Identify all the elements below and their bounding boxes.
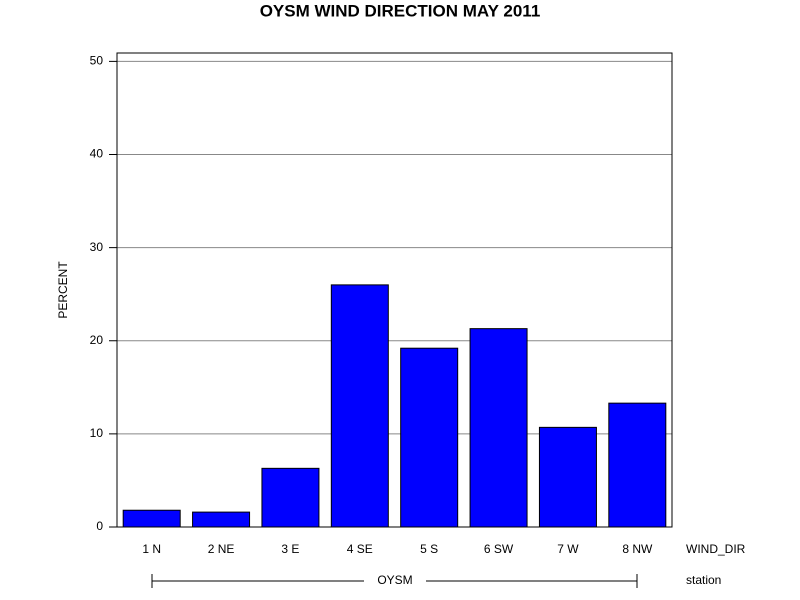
- x-axis-label: WIND_DIR: [686, 542, 746, 556]
- y-tick-label: 30: [90, 240, 104, 254]
- bar: [261, 467, 320, 528]
- y-axis-label: PERCENT: [56, 261, 70, 319]
- bar: [538, 426, 597, 528]
- x-tick-label: 1 N: [142, 542, 161, 556]
- chart-title: OYSM WIND DIRECTION MAY 2011: [260, 1, 541, 20]
- x-tick-label: 3 E: [281, 542, 299, 556]
- x-tick-label: 2 NE: [208, 542, 235, 556]
- bar: [469, 328, 528, 528]
- bar: [192, 511, 251, 528]
- y-tick-label: 0: [96, 519, 103, 533]
- bar: [400, 347, 459, 528]
- bar: [608, 402, 667, 528]
- x-tick-label: 4 SE: [347, 542, 373, 556]
- plot-frame: [116, 52, 673, 528]
- x-tick-label: 8 NW: [622, 542, 653, 556]
- y-tick-label: 40: [90, 147, 104, 161]
- y-tick-label: 10: [90, 426, 104, 440]
- bar: [330, 284, 389, 528]
- y-tick-label: 20: [90, 333, 104, 347]
- bar: [122, 509, 181, 528]
- x-tick-label: 5 S: [420, 542, 438, 556]
- group-label: OYSM: [377, 573, 412, 587]
- x-tick-label: 7 W: [557, 542, 579, 556]
- y-tick-label: 50: [90, 54, 104, 68]
- x-tick-label: 6 SW: [484, 542, 514, 556]
- group-axis-label: station: [686, 573, 721, 587]
